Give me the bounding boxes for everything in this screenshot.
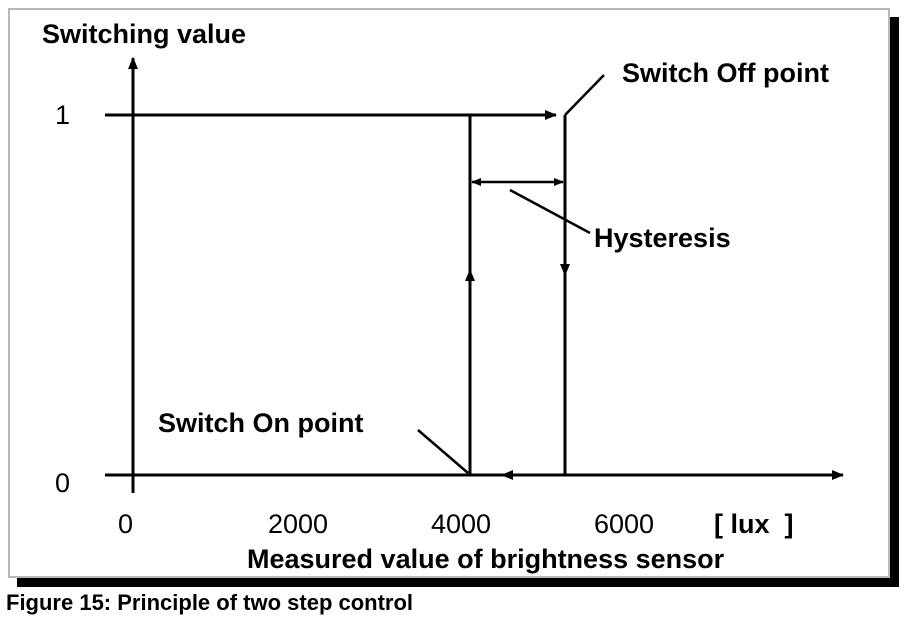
x-axis-label: Measured value of brightness sensor xyxy=(247,544,725,574)
y-tick-label: 1 xyxy=(55,100,70,130)
y-axis-label: Switching value xyxy=(42,19,246,49)
switch-off-point-label: Switch Off point xyxy=(622,58,829,88)
switch-off-leader xyxy=(564,74,605,116)
x-tick-label: 0 xyxy=(118,509,133,539)
figure-caption: Figure 15: Principle of two step control xyxy=(6,590,414,615)
figure-frame xyxy=(8,8,890,578)
switch-on-point-label: Switch On point xyxy=(158,408,363,438)
hysteresis-leader xyxy=(509,188,591,235)
x-tick-label: 6000 xyxy=(594,509,654,539)
x-tick-label: 4000 xyxy=(431,509,491,539)
y-tick-label: 0 xyxy=(55,468,70,498)
hysteresis-label: Hysteresis xyxy=(594,223,731,253)
x-unit-label: [ lux ] xyxy=(714,509,794,539)
switch-on-leader xyxy=(417,429,469,474)
x-tick-label: 2000 xyxy=(268,509,328,539)
